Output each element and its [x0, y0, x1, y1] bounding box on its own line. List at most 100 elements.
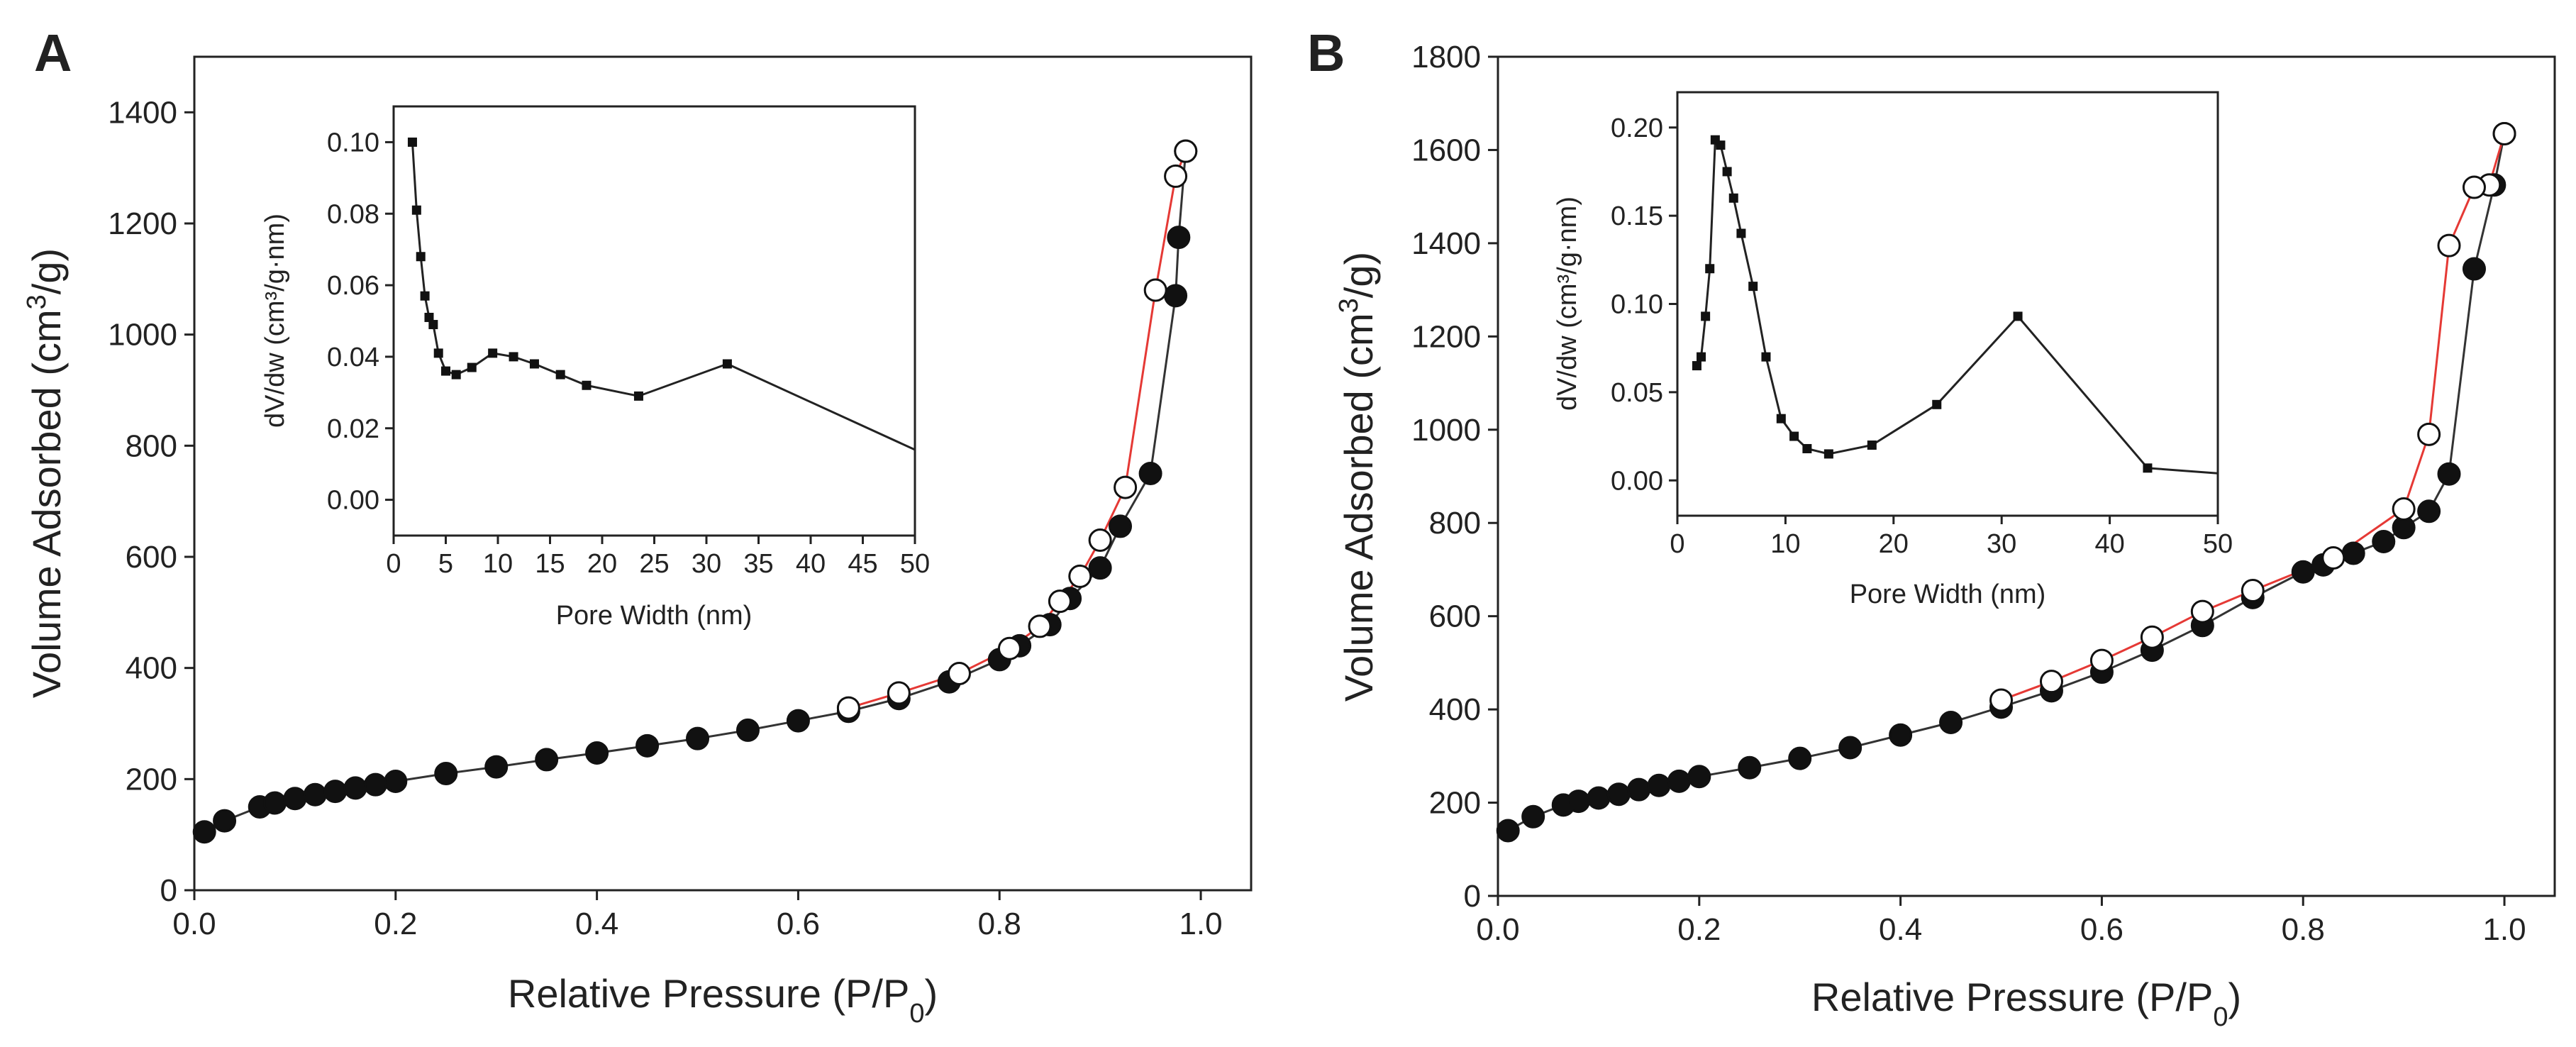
- panel-a-desorption-point: [887, 681, 911, 705]
- panel-b-inset-point: [2143, 463, 2153, 473]
- panel-a-x-axis: 0.0 0.2 0.4 0.6 0.8 1.0: [172, 890, 1223, 941]
- panel-a-inset-point: [407, 137, 417, 147]
- panel-b-inset-x-tick-label: 30: [1987, 529, 2016, 559]
- panel-a-inset-x-tick-label: 45: [848, 549, 877, 579]
- panel-b-inset-y-tick-label: 0.20: [1611, 113, 1663, 143]
- panel-a-inset-point: [424, 312, 434, 322]
- panel-b-desorption-point: [1989, 688, 2014, 712]
- panel-b-inset-point: [1789, 431, 1799, 441]
- panel-a-inset-point: [555, 370, 565, 380]
- panel-a-inset-y-tick-label: 0.10: [327, 128, 379, 157]
- panel-a: A 0.0 0.2 0.4 0.6 0.8 1.0 0200400600800100012…: [22, 23, 1253, 1029]
- panel-b-inset-point: [1867, 441, 1877, 450]
- panel-b-adsorption-point: [2372, 530, 2396, 554]
- panel-b-inset-point: [1728, 193, 1738, 203]
- panel-a-adsorption-point: [343, 776, 367, 800]
- panel-a-y-tick-label: 1000: [108, 318, 177, 353]
- panel-b-adsorption-point: [1838, 736, 1862, 760]
- panel-a-inset-y-label: dV/dw (cm³/g·nm): [260, 214, 290, 428]
- panel-b-inset-y-tick-label: 0.00: [1611, 466, 1663, 496]
- panel-b-inset-x-tick-label: 0: [1670, 529, 1684, 559]
- panel-b-y-tick-label: 1600: [1411, 133, 1481, 167]
- panel-b-inset-y-tick-label: 0.10: [1611, 290, 1663, 320]
- panel-b-adsorption-point: [2437, 462, 2461, 486]
- panel-b-inset-y-axis: 0.00 0.05 0.10 0.15 0.20: [1611, 113, 1677, 496]
- panel-b-inset-point: [1736, 228, 1746, 238]
- panel-a-adsorption-point: [585, 741, 609, 765]
- panel-b-inset: 0 10 20 30 40 50 0.00 0.05 0.10 0.15 0.20 Pore Wi…: [1553, 91, 2233, 609]
- panel-a-desorption-point: [1164, 164, 1188, 188]
- panel-b-y-tick-label: 200: [1429, 786, 1481, 821]
- panel-b-x-tick-label: 0.6: [2080, 912, 2123, 947]
- panel-b-inset-point: [1932, 399, 1942, 409]
- panel-b-inset-point: [1761, 352, 1771, 362]
- panel-a-inset-point: [529, 359, 539, 369]
- panel-a-inset-line: [411, 142, 916, 451]
- panel-b-inset-point: [1722, 167, 1732, 177]
- panel-a-adsorption-point: [1164, 284, 1188, 308]
- panel-a-adsorption-point: [192, 820, 216, 844]
- panel-label-a: A: [34, 23, 72, 82]
- panel-a-series: [192, 139, 1198, 844]
- panel-b-inset-line: [1696, 137, 2219, 475]
- panel-a-desorption-point: [1068, 564, 1092, 588]
- panel-a-desorption-point: [1114, 475, 1138, 499]
- panel-a-inset-point: [488, 348, 498, 358]
- panel-a-y-axis-label: Volume Adsorbed (cm3/g): [22, 248, 69, 698]
- panel-a-desorption-point: [1048, 589, 1072, 614]
- panel-b-y-tick-label: 800: [1429, 506, 1481, 541]
- panel-a-inset-series: [407, 137, 916, 451]
- panel-a-x-tick-label: 0.4: [575, 907, 618, 941]
- panel-b-adsorption-point: [1627, 777, 1651, 802]
- panel-a-y-axis: 0 200 400 600 800 1000 1200 1400: [108, 95, 194, 908]
- panel-b-series-markers: [1496, 121, 2516, 843]
- panel-a-inset-point: [428, 320, 438, 330]
- panel-b-inset-point: [1697, 352, 1706, 362]
- panel-b-desorption-point: [2437, 233, 2461, 257]
- panel-a-inset-point: [451, 370, 461, 380]
- panel-b-plot-frame: [1497, 55, 2556, 897]
- panel-b-inset-point: [1802, 443, 1812, 453]
- panel-a-y-tick-label: 0: [160, 873, 177, 908]
- panel-b-desorption-point: [2241, 579, 2265, 603]
- panel-a-inset-point: [433, 348, 443, 358]
- panel-b-inset-x-tick-label: 40: [2094, 529, 2124, 559]
- panel-a-adsorption-point: [303, 782, 327, 807]
- panel-a-inset-x-tick-label: 15: [535, 549, 565, 579]
- panel-a-adsorption-point: [686, 726, 710, 750]
- panel-a-inset-y-tick-label: 0.02: [327, 414, 379, 444]
- panel-a-inset-frame: [392, 105, 916, 537]
- panel-a-adsorption-point: [263, 791, 287, 815]
- panel-b-inset-x-tick-label: 20: [1879, 529, 1909, 559]
- panel-b-adsorption-point: [1587, 786, 1611, 810]
- panel-b-x-tick-label: 0.2: [1677, 912, 1721, 947]
- panel-b-adsorption-point: [2341, 541, 2365, 565]
- panel-b-adsorption-point: [2462, 257, 2486, 281]
- panel-b-inset-point: [1692, 361, 1701, 371]
- panel-a-inset-point: [441, 366, 450, 376]
- panel-b-inset-point: [1748, 282, 1758, 292]
- panel-b-adsorption-point: [1496, 819, 1520, 843]
- panel-a-x-tick-label: 0.8: [978, 907, 1021, 941]
- panel-b-inset-point: [1716, 140, 1726, 150]
- panel-a-inset-x-tick-label: 0: [386, 549, 401, 579]
- panel-b-inset-point: [1705, 264, 1715, 274]
- panel-b-y-tick-label: 1800: [1411, 40, 1481, 74]
- panel-a-adsorption-point: [323, 780, 348, 804]
- panel-a-inset-point: [416, 252, 426, 262]
- panel-a-inset-y-tick-label: 0.06: [327, 271, 379, 301]
- panel-a-inset-point: [467, 362, 477, 372]
- panel-a-adsorption-point: [484, 755, 509, 779]
- panel-a-x-axis-label: Relative Pressure (P/P0): [508, 971, 938, 1029]
- panel-a-y-tick-label: 200: [126, 762, 177, 797]
- panel-b-adsorption-point: [1567, 790, 1591, 814]
- panel-b-y-axis: 0 200 400 600 800 1000 1200 1400 1600 1800: [1411, 40, 1498, 914]
- panel-b-inset-y-tick-label: 0.05: [1611, 378, 1663, 408]
- panel-a-x-tick-label: 0.0: [172, 907, 216, 941]
- panel-b-desorption-point: [2190, 599, 2214, 624]
- panel-b-x-tick-label: 0.4: [1879, 912, 1922, 947]
- panel-a-inset-x-tick-label: 40: [796, 549, 826, 579]
- panel-b-inset-y-tick-label: 0.15: [1611, 201, 1663, 231]
- panel-b-x-tick-label: 0.0: [1476, 912, 1519, 947]
